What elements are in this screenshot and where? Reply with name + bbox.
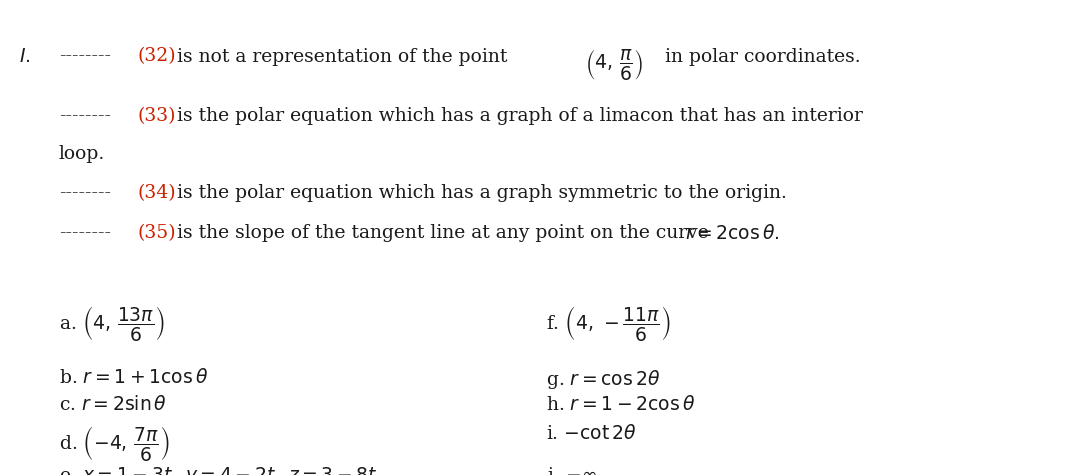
Text: (35): (35) — [137, 224, 176, 242]
Text: d. $\left(-4,\,\dfrac{7\pi}{6}\right)$: d. $\left(-4,\,\dfrac{7\pi}{6}\right)$ — [59, 424, 169, 463]
Text: (32): (32) — [137, 48, 176, 66]
Text: j. $-\infty$: j. $-\infty$ — [546, 465, 598, 475]
Text: g. $r = \cos 2\theta$: g. $r = \cos 2\theta$ — [546, 368, 661, 391]
Text: $\left(4,\,\dfrac{\pi}{6}\right)$: $\left(4,\,\dfrac{\pi}{6}\right)$ — [585, 48, 643, 83]
Text: (33): (33) — [137, 107, 176, 125]
Text: i. $-\cot 2\theta$: i. $-\cot 2\theta$ — [546, 424, 637, 443]
Text: $r = 2\cos\theta.$: $r = 2\cos\theta.$ — [685, 224, 780, 243]
Text: is the polar equation which has a graph symmetric to the origin.: is the polar equation which has a graph … — [177, 184, 786, 202]
Text: --------: -------- — [59, 184, 111, 202]
Text: --------: -------- — [59, 224, 111, 242]
Text: --------: -------- — [59, 107, 111, 125]
Text: e. $x = 1 - 3t,\; y = 4 - 2t,\; z = 3 - 8t$: e. $x = 1 - 3t,\; y = 4 - 2t,\; z = 3 - … — [59, 465, 378, 475]
Text: is the polar equation which has a graph of a limacon that has an interior: is the polar equation which has a graph … — [177, 107, 862, 125]
Text: c. $r = 2\sin\theta$: c. $r = 2\sin\theta$ — [59, 395, 167, 414]
Text: b. $r = 1 + 1\cos\theta$: b. $r = 1 + 1\cos\theta$ — [59, 368, 208, 387]
Text: --------: -------- — [59, 48, 111, 66]
Text: (34): (34) — [137, 184, 176, 202]
Text: loop.: loop. — [59, 145, 105, 163]
Text: a. $\left(4,\,\dfrac{13\pi}{6}\right)$: a. $\left(4,\,\dfrac{13\pi}{6}\right)$ — [59, 304, 165, 343]
Text: is not a representation of the point: is not a representation of the point — [177, 48, 507, 66]
Text: h. $r = 1 - 2\cos\theta$: h. $r = 1 - 2\cos\theta$ — [546, 395, 695, 414]
Text: f. $\left(4,\,-\dfrac{11\pi}{6}\right)$: f. $\left(4,\,-\dfrac{11\pi}{6}\right)$ — [546, 304, 670, 343]
Text: is the slope of the tangent line at any point on the curve: is the slope of the tangent line at any … — [177, 224, 708, 242]
Text: $\mathit{I.}$: $\mathit{I.}$ — [19, 48, 31, 66]
Text: in polar coordinates.: in polar coordinates. — [665, 48, 861, 66]
